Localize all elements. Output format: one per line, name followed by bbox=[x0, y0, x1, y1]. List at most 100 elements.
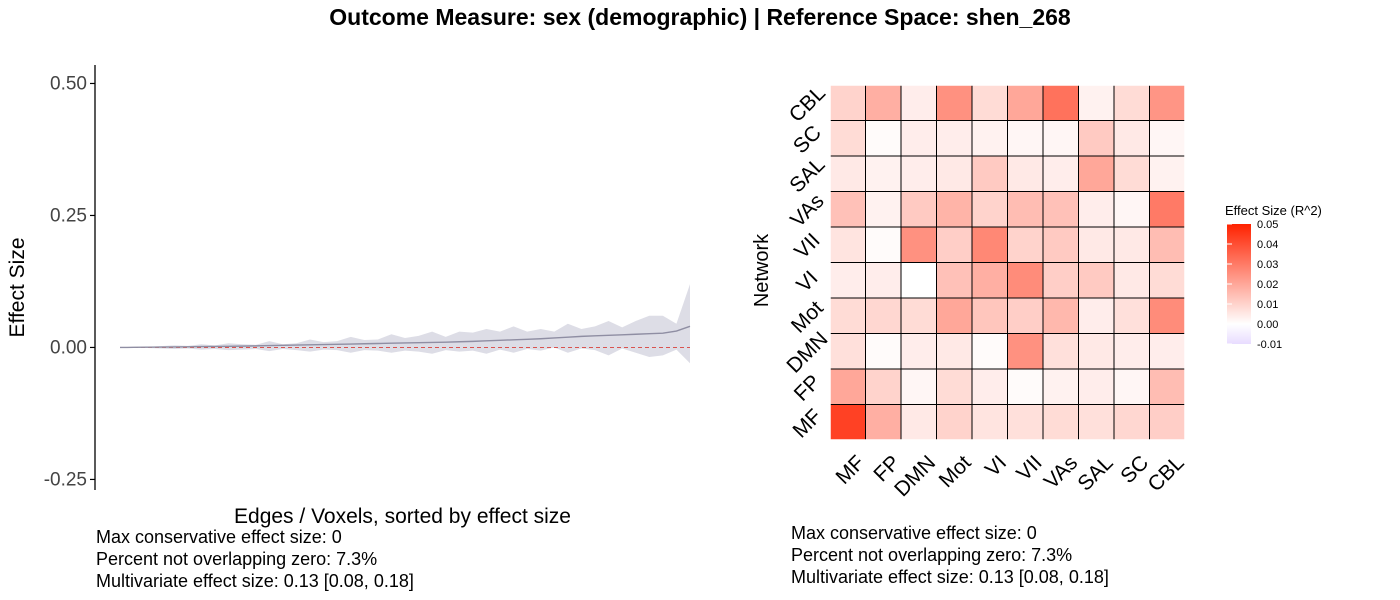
heatmap-cell bbox=[900, 368, 937, 405]
heatmap-col-label: VAs bbox=[1040, 451, 1082, 493]
heatmap-cell bbox=[936, 404, 973, 441]
heatmap-cell bbox=[971, 404, 1008, 441]
colorbar-tick-label: 0.05 bbox=[1257, 219, 1278, 231]
colorbar-tick-label: 0.02 bbox=[1257, 279, 1278, 291]
heatmap-cell bbox=[865, 155, 902, 192]
line-chart-stats: Max conservative effect size: 0 Percent … bbox=[96, 526, 414, 592]
heatmap-cell bbox=[1007, 262, 1044, 299]
y-tick-label: 0.50 bbox=[50, 73, 87, 94]
heatmap-cell bbox=[1078, 333, 1115, 370]
heatmap-col-label: CBL bbox=[1144, 451, 1189, 496]
y-axis-label: Effect Size bbox=[6, 238, 29, 338]
heatmap-cell bbox=[1042, 84, 1079, 121]
heatmap-cell bbox=[1113, 297, 1150, 334]
heatmap-cell bbox=[1078, 84, 1115, 121]
heatmap-cell bbox=[829, 226, 866, 263]
heatmap-cell bbox=[829, 262, 866, 299]
effect-size-line-chart: 0.50 0.25 0.00 -0.25 Edges / Voxels, sorted … bbox=[6, 65, 691, 528]
heatmap-cell bbox=[829, 155, 866, 192]
heatmap-cell bbox=[936, 84, 973, 121]
heatmap-cell bbox=[1007, 191, 1044, 228]
heatmap-cell bbox=[1078, 155, 1115, 192]
heatmap-cell bbox=[829, 333, 866, 370]
heatmap-row-label: MF bbox=[789, 405, 827, 443]
heatmap-cell bbox=[900, 84, 937, 121]
heatmap-cell bbox=[865, 333, 902, 370]
heatmap-cell bbox=[936, 333, 973, 370]
figure-title: Outcome Measure: sex (demographic) | Ref… bbox=[329, 4, 1071, 30]
heatmap-cell bbox=[1149, 191, 1186, 228]
heatmap-cell bbox=[1007, 333, 1044, 370]
heatmap-cell bbox=[1042, 120, 1079, 157]
heatmap-cell bbox=[1113, 333, 1150, 370]
confidence-band bbox=[120, 284, 690, 364]
percent-not-overlapping: Percent not overlapping zero: 7.3% bbox=[96, 549, 378, 569]
heatmap-cell bbox=[1078, 404, 1115, 441]
heatmap-cell bbox=[971, 368, 1008, 405]
heatmap-cell bbox=[865, 368, 902, 405]
heatmap-cell bbox=[971, 191, 1008, 228]
heatmap-row-label: SAL bbox=[785, 153, 829, 197]
heatmap-cell bbox=[971, 120, 1008, 157]
heatmap-cell bbox=[1042, 262, 1079, 299]
heatmap-cell bbox=[1113, 84, 1150, 121]
x-axis-label: Edges / Voxels, sorted by effect size bbox=[234, 505, 571, 528]
heatmap-cell bbox=[1149, 368, 1186, 405]
heatmap-row-label: CBL bbox=[785, 82, 830, 127]
colorbar-tick-label: -0.01 bbox=[1257, 339, 1282, 351]
heatmap-row-label: FP bbox=[790, 371, 825, 406]
heatmap-cell bbox=[865, 404, 902, 441]
heatmap-cell bbox=[1078, 120, 1115, 157]
heatmap-cell bbox=[971, 262, 1008, 299]
heatmap-row-label: VAs bbox=[786, 189, 828, 231]
heatmap-cell bbox=[829, 191, 866, 228]
heatmap-cell bbox=[1149, 155, 1186, 192]
heatmap-cell bbox=[936, 191, 973, 228]
heatmap-cell bbox=[1113, 226, 1150, 263]
heatmap-border bbox=[829, 84, 1186, 441]
heatmap-cell bbox=[900, 333, 937, 370]
heatmap-cell bbox=[936, 297, 973, 334]
heatmap-cell bbox=[829, 368, 866, 405]
heatmap-cell bbox=[1149, 84, 1186, 121]
multivariate-effect: Multivariate effect size: 0.13 [0.08, 0.… bbox=[96, 571, 414, 591]
heatmap-col-label: MF bbox=[831, 451, 869, 489]
heatmap-cell bbox=[1113, 191, 1150, 228]
heatmap-cell bbox=[936, 368, 973, 405]
heatmap-cell bbox=[829, 120, 866, 157]
heatmap-cell bbox=[971, 155, 1008, 192]
heatmap-cell bbox=[1149, 226, 1186, 263]
heatmap-cell bbox=[865, 84, 902, 121]
heatmap-cell bbox=[900, 226, 937, 263]
heatmap-row-label: Mot bbox=[787, 297, 828, 338]
heatmap-cell bbox=[1007, 297, 1044, 334]
heatmap-cell bbox=[829, 404, 866, 441]
heatmap-cell bbox=[1113, 404, 1150, 441]
heatmap-cell bbox=[900, 120, 937, 157]
heatmap-cell bbox=[829, 84, 866, 121]
heatmap-cell bbox=[1007, 120, 1044, 157]
heatmap-cell bbox=[971, 226, 1008, 263]
heatmap-cell bbox=[1113, 120, 1150, 157]
heatmap-cell bbox=[829, 297, 866, 334]
heatmap-col-label: SAL bbox=[1073, 451, 1117, 495]
heatmap-row-label: VI bbox=[792, 267, 822, 297]
heatmap-cell bbox=[1113, 262, 1150, 299]
heatmap-cell bbox=[1042, 368, 1079, 405]
heatmap-cell bbox=[971, 84, 1008, 121]
colorbar-title: Effect Size (R^2) bbox=[1225, 203, 1322, 218]
colorbar-tick-label: 0.01 bbox=[1257, 299, 1278, 311]
heatmap-multivariate-effect: Multivariate effect size: 0.13 [0.08, 0.… bbox=[791, 567, 1109, 587]
heatmap-cell bbox=[1042, 155, 1079, 192]
heatmap-cell bbox=[865, 262, 902, 299]
heatmap-cell bbox=[865, 226, 902, 263]
colorbar-tick-label: 0.03 bbox=[1257, 259, 1278, 271]
heatmap-cell bbox=[971, 297, 1008, 334]
heatmap-col-label: DMN bbox=[890, 451, 940, 501]
heatmap-y-axis-label: Network bbox=[751, 233, 773, 307]
y-tick-label: 0.00 bbox=[50, 337, 87, 358]
heatmap-cell bbox=[865, 191, 902, 228]
heatmap-cell bbox=[900, 404, 937, 441]
heatmap-cell bbox=[1042, 297, 1079, 334]
heatmap-cell bbox=[1149, 404, 1186, 441]
